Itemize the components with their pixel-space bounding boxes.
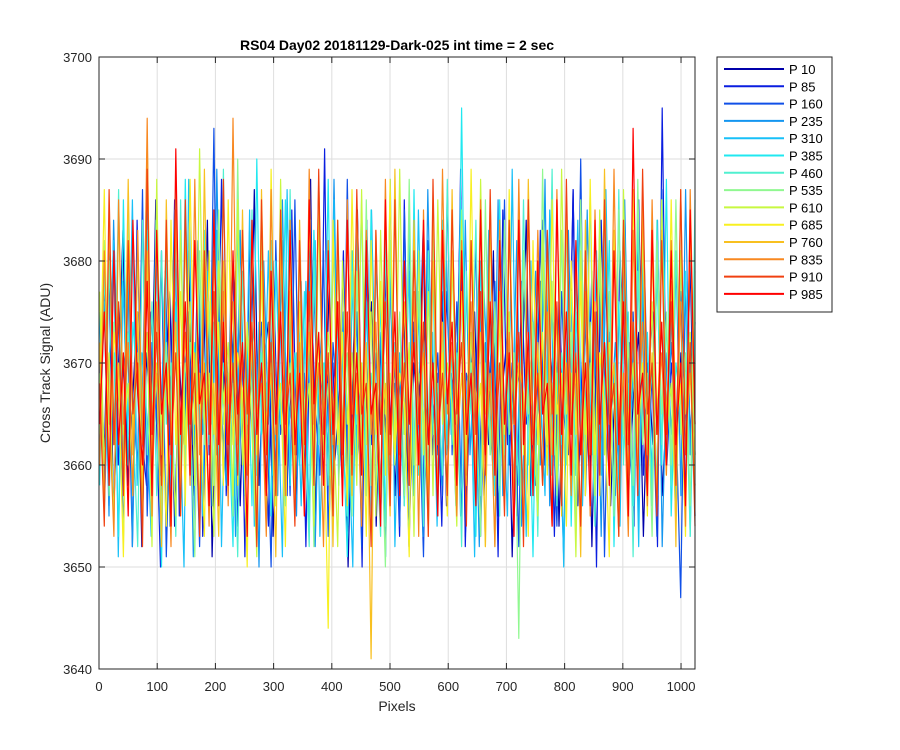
x-tick-label: 1000 (667, 679, 696, 694)
x-tick-label: 100 (146, 679, 168, 694)
legend-label: P 985 (789, 287, 823, 302)
legend-label: P 235 (789, 114, 823, 129)
legend-label: P 685 (789, 218, 823, 233)
x-tick-label: 400 (321, 679, 343, 694)
series-line-p-985 (99, 127, 696, 537)
x-tick-label: 900 (612, 679, 634, 694)
y-tick-label: 3690 (63, 152, 92, 167)
x-axis-ticks: 0 100 200 300 400 500 600 700 800 900 1000 (95, 57, 695, 694)
y-tick-label: 3650 (63, 560, 92, 575)
y-tick-label: 3670 (63, 356, 92, 371)
x-tick-label: 500 (379, 679, 401, 694)
plot-area: 0 100 200 300 400 500 600 700 800 900 1000 3640 365… (63, 50, 696, 694)
series-line-p-910 (99, 168, 696, 548)
legend-label: P 535 (789, 183, 823, 198)
y-tick-label: 3700 (63, 50, 92, 65)
x-tick-label: 600 (437, 679, 459, 694)
y-axis-ticks: 3640 3650 3660 3670 3680 3690 3700 (63, 50, 695, 677)
x-tick-label: 300 (263, 679, 285, 694)
y-axis-label: Cross Track Signal (ADU) (37, 283, 53, 443)
legend-label: P 160 (789, 97, 823, 112)
legend-label: P 310 (789, 131, 823, 146)
y-tick-label: 3660 (63, 458, 92, 473)
legend-label: P 610 (789, 200, 823, 215)
legend-label: P 835 (789, 252, 823, 267)
legend-items: P 10 P 85 P 160 P 235 P 310 P 385 P 460 P 535 P … (724, 62, 823, 302)
legend-label: P 385 (789, 149, 823, 164)
chart-title: RS04 Day02 20181129-Dark-025 int time = … (240, 37, 554, 53)
y-tick-label: 3640 (63, 662, 92, 677)
x-tick-label: 700 (496, 679, 518, 694)
x-tick-label: 800 (554, 679, 576, 694)
legend-label: P 910 (789, 270, 823, 285)
y-tick-label: 3680 (63, 254, 92, 269)
legend-label: P 85 (789, 79, 816, 94)
legend: P 10 P 85 P 160 P 235 P 310 P 385 P 460 P 535 P … (716, 56, 833, 313)
legend-label: P 760 (789, 235, 823, 250)
legend-label: P 460 (789, 166, 823, 181)
legend-box (716, 56, 833, 313)
legend-label: P 10 (789, 62, 816, 77)
series-lines (99, 107, 696, 660)
x-axis-label: Pixels (378, 698, 415, 714)
x-tick-label: 200 (205, 679, 227, 694)
x-tick-label: 0 (95, 679, 102, 694)
